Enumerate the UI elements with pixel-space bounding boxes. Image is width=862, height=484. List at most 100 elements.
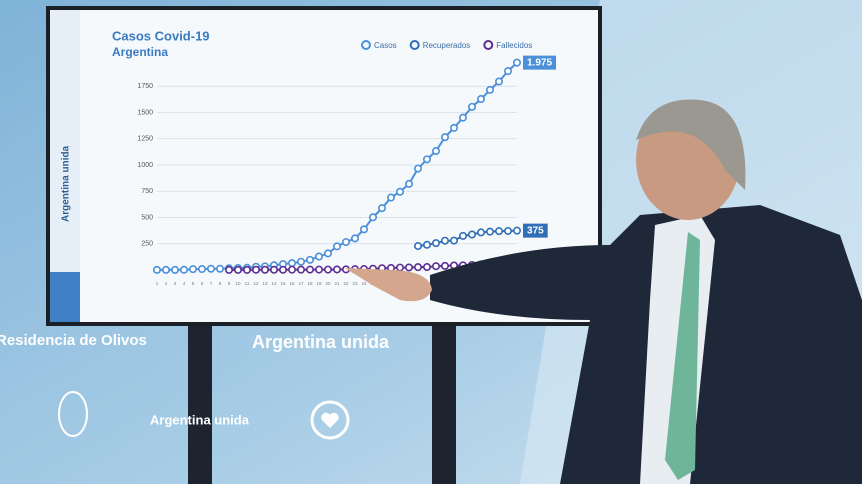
data-point [413,263,422,272]
data-point [189,265,198,274]
data-point [467,230,476,239]
data-point [422,263,431,272]
data-point [386,193,395,202]
data-point [296,265,305,274]
y-tick-label: 1750 [137,83,153,90]
data-point [314,265,323,274]
end-label: 375 [527,225,544,236]
x-tick-label: 21 [334,281,340,286]
end-label-box [523,223,548,238]
data-point [413,164,422,173]
data-point [440,261,449,270]
wall-text: Argentina unida [252,332,390,352]
data-point [422,240,431,249]
data-point [332,242,341,251]
data-point [323,249,332,258]
x-tick-label: 6 [201,281,204,286]
strip-text: Argentina unida [61,145,72,222]
data-point [413,242,422,251]
data-point [431,239,440,248]
wall-text: Residencia de Olivos [0,332,147,349]
x-tick-label: 22 [343,281,349,286]
data-point [305,255,314,264]
screen-logo [50,272,80,322]
suit [430,205,862,484]
data-point [449,123,458,132]
tie [665,232,700,480]
data-point [216,264,225,273]
data-point [404,179,413,188]
data-point [305,265,314,274]
x-tick-label: 9 [228,281,231,286]
data-point [260,265,269,274]
data-point [494,77,503,86]
legend-label: Fallecidos [496,41,532,50]
hair [636,99,746,190]
chart-title: Casos Covid-19 [112,28,210,43]
data-point [314,252,323,261]
data-point [296,257,305,266]
x-tick-label: 23 [352,281,358,286]
heart-icon [321,412,339,428]
data-point [153,265,162,274]
data-point [512,226,521,235]
data-point [207,264,216,273]
x-tick-label: 3 [174,281,177,286]
x-tick-label: 4 [183,281,186,286]
data-point [422,155,431,164]
x-tick-label: 20 [325,281,331,286]
data-point [404,263,413,272]
legend-label: Casos [374,41,397,50]
data-point [287,265,296,274]
data-point [467,102,476,111]
x-tick-label: 5 [192,281,195,286]
x-tick-label: 14 [271,281,277,286]
y-tick-label: 500 [141,214,153,221]
x-tick-label: 2 [165,281,168,286]
x-tick-label: 8 [219,281,222,286]
x-tick-label: 7 [210,281,213,286]
data-point [476,95,485,104]
data-point [332,265,341,274]
screen-strip [50,10,80,322]
y-tick-label: 750 [141,188,153,195]
data-point [503,226,512,235]
wall-text: Argentina unida [150,412,250,427]
y-tick-label: 1500 [137,109,153,116]
x-tick-label: 12 [253,281,259,286]
stand-pole [432,325,456,484]
data-point [503,67,512,76]
data-point [449,236,458,245]
x-tick-label: 17 [298,281,304,286]
data-point [278,265,287,274]
data-point [431,147,440,156]
end-label-box [523,55,557,70]
data-point [494,227,503,236]
x-tick-label: 19 [316,281,322,286]
data-point [458,113,467,122]
data-point [368,213,377,222]
data-point [440,236,449,245]
data-point [287,259,296,268]
data-point [377,204,386,213]
data-point [198,265,207,274]
data-point [269,265,278,274]
data-point [395,187,404,196]
data-point [162,265,171,274]
chart-subtitle: Argentina [112,45,168,59]
data-point [359,225,368,234]
data-point [431,262,440,271]
end-label: 1.975 [527,57,552,68]
y-tick-label: 1000 [137,162,153,169]
x-tick-label: 1 [156,281,159,286]
y-tick-label: 250 [141,241,153,248]
legend-marker [483,40,494,50]
x-tick-label: 16 [289,281,295,286]
data-point [180,265,189,274]
hand [345,268,432,302]
data-point [458,231,467,240]
data-point [395,263,404,272]
crest-icon [58,391,88,437]
